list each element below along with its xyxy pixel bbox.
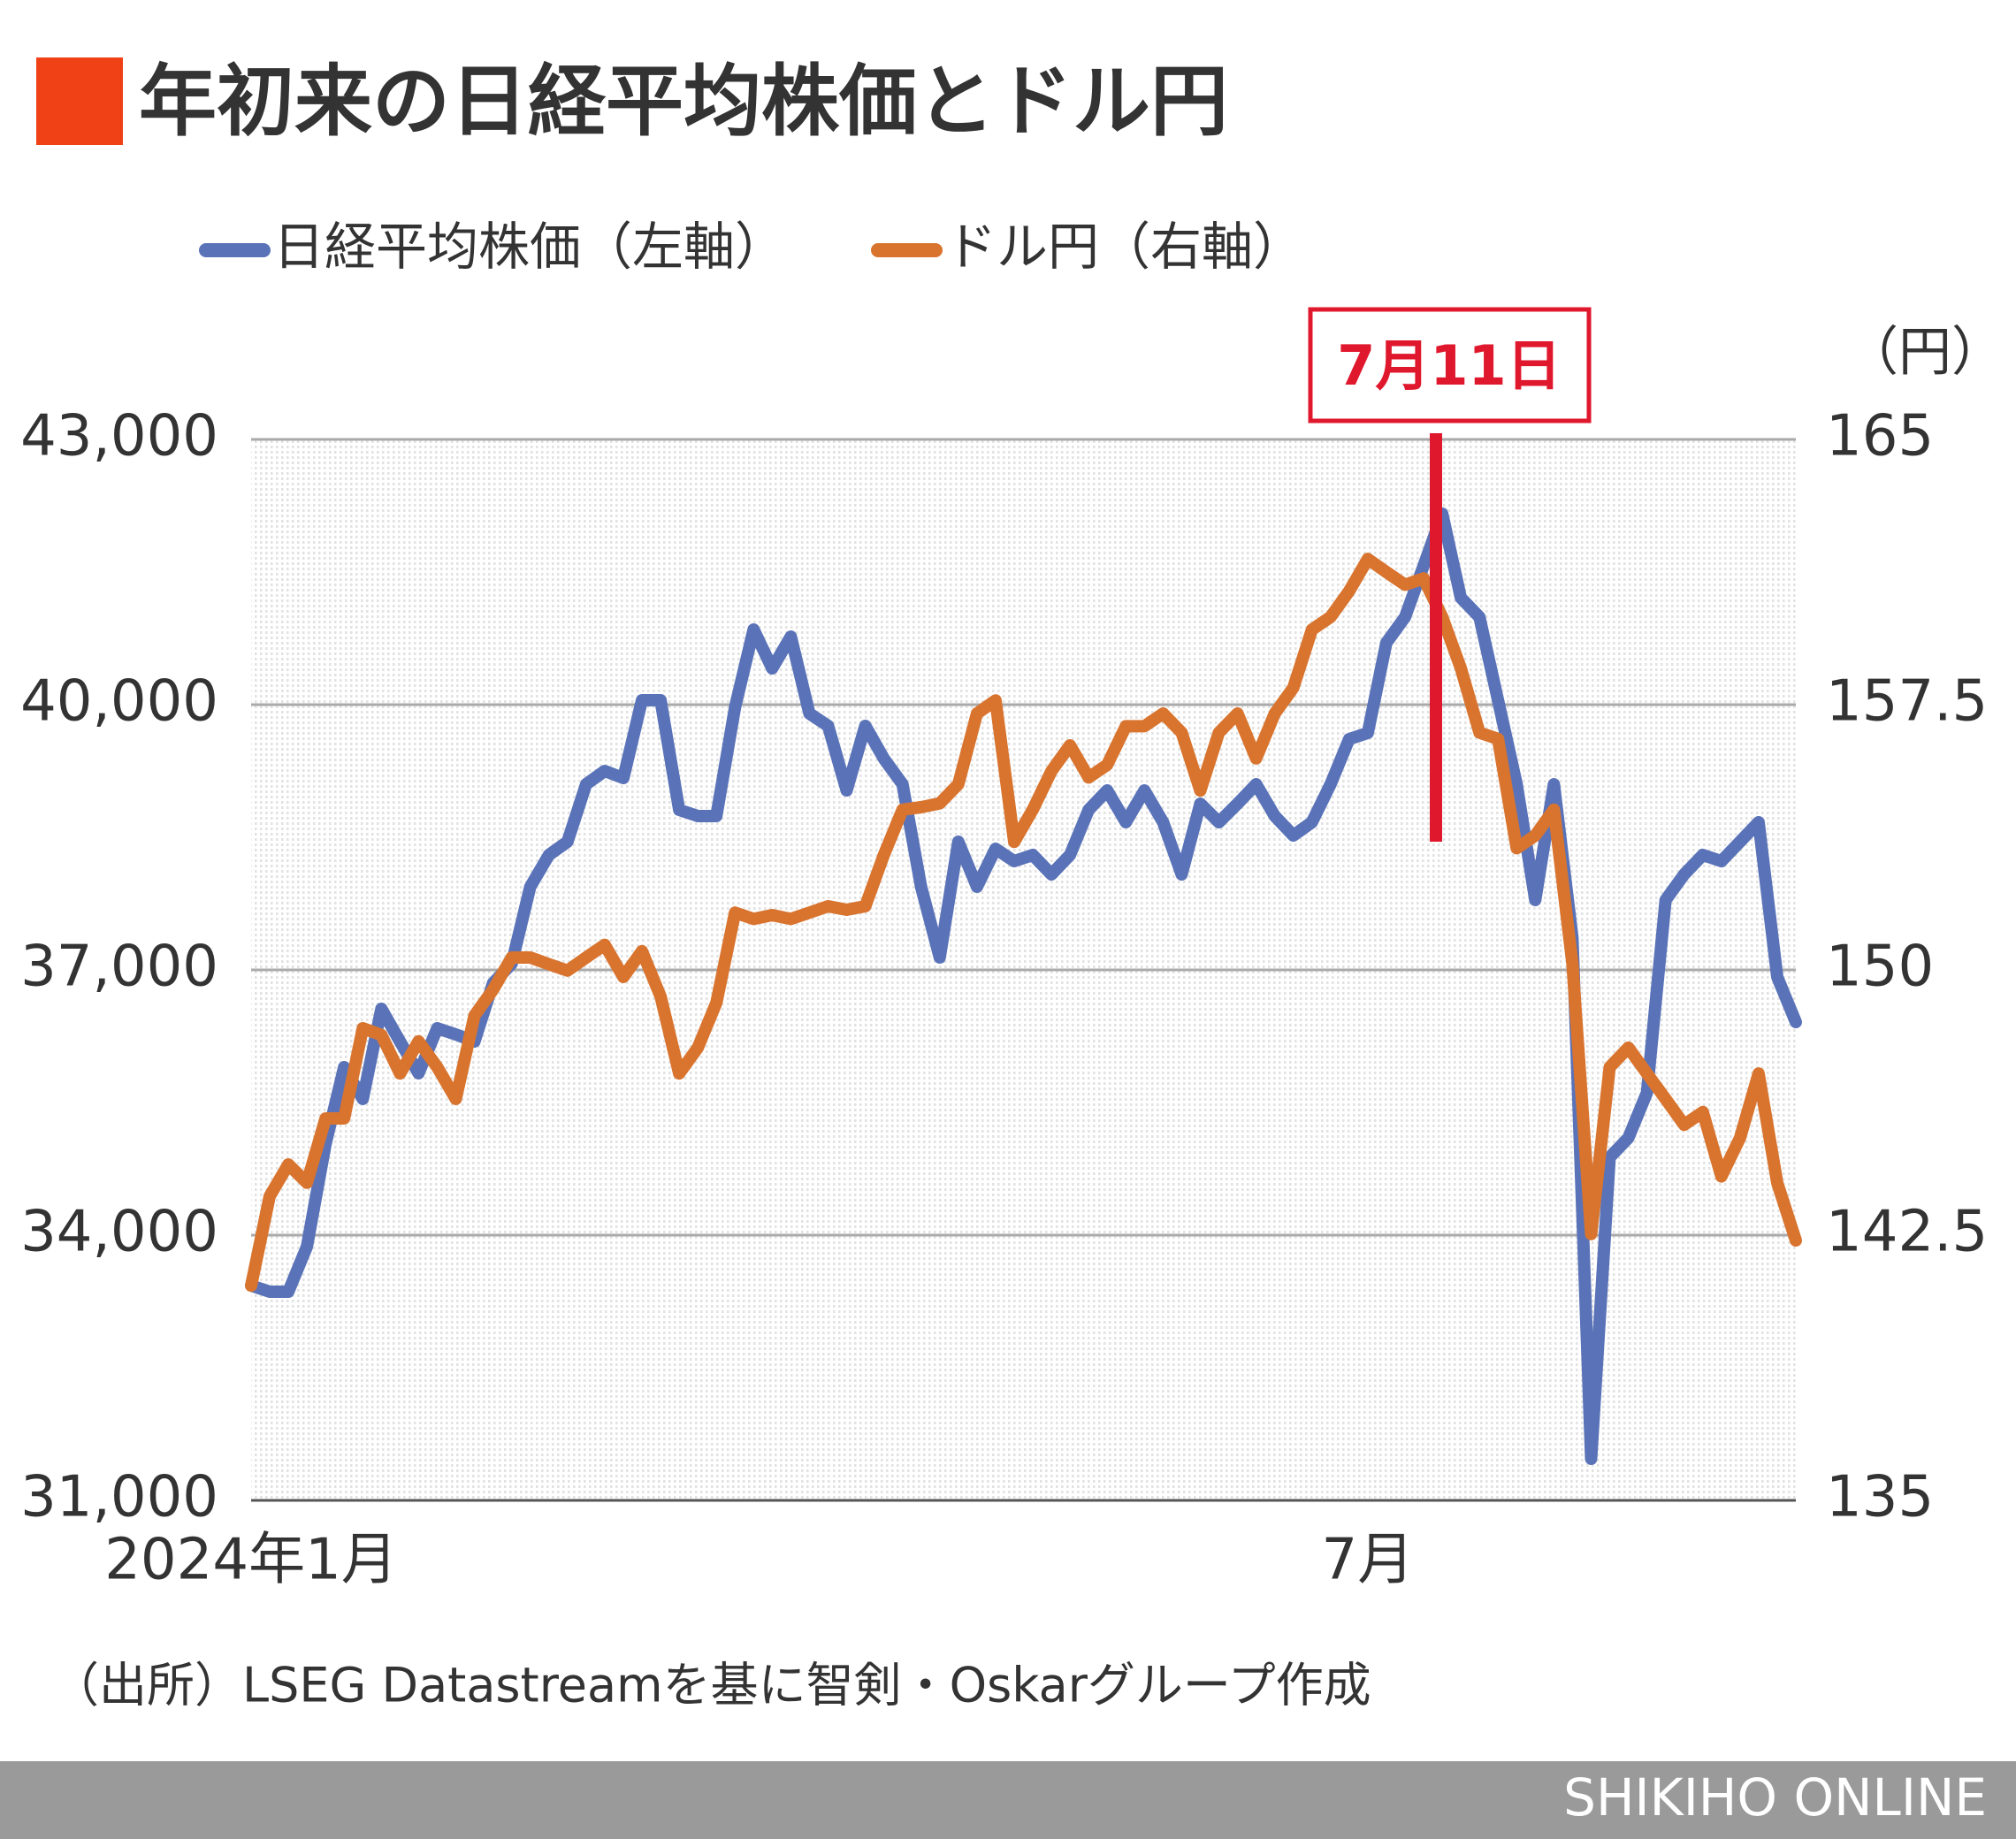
- y2-unit: （円）: [1845, 322, 2005, 384]
- y2-tick-label: 150: [1826, 935, 1934, 1000]
- footer-bar: [0, 1761, 2016, 1839]
- source-note: （出所）LSEG Datastreamを基に智剣・Oskarグループ作成: [51, 1658, 1371, 1713]
- y2-tick-label: 157.5: [1826, 669, 1988, 735]
- y2-tick-label: 142.5: [1826, 1200, 1988, 1265]
- chart-title: 年初来の日経平均株価とドル円: [139, 56, 1228, 147]
- y2-tick-label: 135: [1826, 1465, 1934, 1530]
- y-tick-label: 37,000: [20, 935, 218, 1000]
- legend-label: ドル円（右軸）: [945, 217, 1304, 277]
- brand: SHIKIHO ONLINE: [1563, 1767, 1987, 1828]
- y-tick-label: 34,000: [20, 1200, 218, 1265]
- x-tick-label: 2024年1月: [104, 1528, 398, 1593]
- y2-tick-label: 165: [1826, 404, 1934, 469]
- annotation-label: 7月11日: [1337, 333, 1561, 398]
- y-tick-label: 31,000: [20, 1465, 218, 1530]
- line-series: [245, 553, 1802, 1293]
- y-tick-label: 43,000: [20, 404, 218, 469]
- title-marker: [36, 57, 123, 145]
- legend-label: 日経平均株価（左軸）: [273, 217, 786, 277]
- x-tick-label: 7月: [1322, 1528, 1415, 1593]
- annotation-box: [1308, 307, 1592, 424]
- y-tick-label: 40,000: [20, 669, 218, 735]
